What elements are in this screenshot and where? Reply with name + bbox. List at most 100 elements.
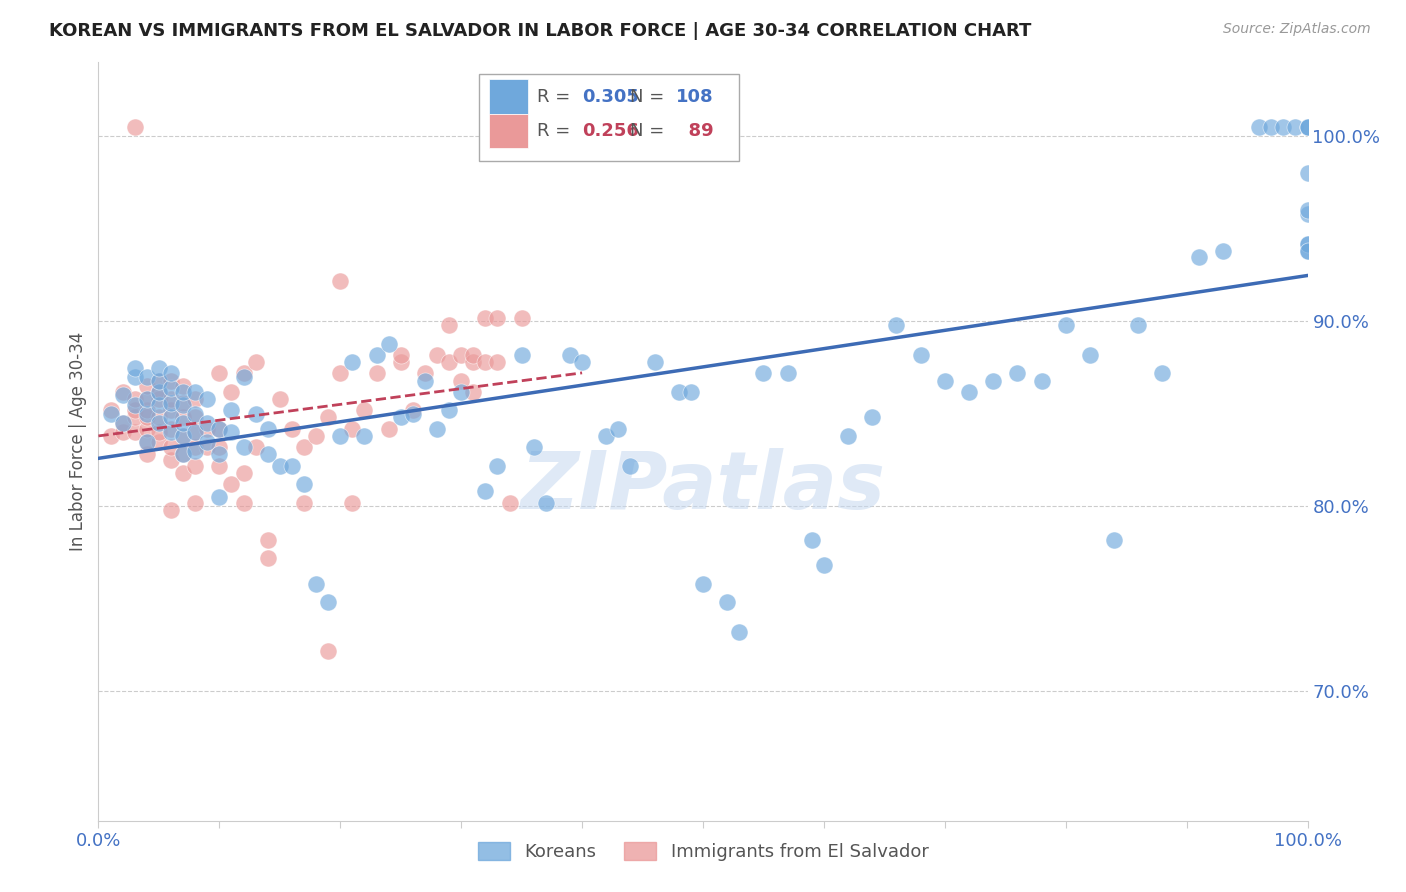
Point	[160, 403, 183, 417]
Point	[342, 495, 364, 509]
Point	[172, 429, 194, 443]
Point	[135, 434, 157, 449]
Point	[160, 453, 183, 467]
Point	[377, 421, 399, 435]
Point	[1296, 236, 1319, 251]
Point	[135, 421, 157, 435]
Point	[100, 407, 122, 421]
Point	[208, 366, 231, 380]
Point	[160, 366, 183, 380]
Point	[135, 410, 157, 425]
Point	[510, 310, 533, 325]
Point	[135, 403, 157, 417]
Point	[1078, 348, 1101, 362]
Point	[426, 348, 449, 362]
Point	[957, 384, 980, 399]
Point	[316, 643, 339, 657]
Point	[1031, 374, 1053, 388]
Point	[728, 625, 751, 640]
Point	[195, 421, 218, 435]
Point	[245, 355, 267, 369]
Y-axis label: In Labor Force | Age 30-34: In Labor Force | Age 30-34	[69, 332, 87, 551]
Point	[148, 360, 170, 375]
Point	[232, 495, 254, 509]
Point	[837, 429, 859, 443]
Point	[571, 355, 593, 369]
Point	[366, 366, 388, 380]
Point	[172, 448, 194, 462]
Point	[256, 448, 278, 462]
Point	[135, 448, 157, 462]
Point	[232, 369, 254, 384]
Point	[221, 425, 243, 440]
Point	[1296, 207, 1319, 221]
Point	[402, 403, 425, 417]
Point	[1054, 318, 1077, 332]
Point	[172, 448, 194, 462]
Text: ZIPatlas: ZIPatlas	[520, 448, 886, 526]
Point	[1007, 366, 1029, 380]
Point	[463, 384, 485, 399]
Point	[329, 366, 352, 380]
Point	[437, 318, 460, 332]
Text: 0.256: 0.256	[582, 121, 638, 140]
Point	[245, 440, 267, 454]
Point	[100, 403, 122, 417]
Point	[450, 374, 472, 388]
Point	[292, 495, 315, 509]
Point	[172, 384, 194, 399]
Point	[523, 440, 546, 454]
Point	[1296, 244, 1319, 258]
Point	[679, 384, 702, 399]
Point	[160, 392, 183, 406]
Point	[269, 458, 291, 473]
Point	[160, 440, 183, 454]
Point	[353, 403, 375, 417]
Point	[353, 429, 375, 443]
Point	[1284, 120, 1306, 135]
Text: R =: R =	[537, 121, 576, 140]
Point	[208, 421, 231, 435]
Point	[1212, 244, 1234, 258]
Point	[292, 440, 315, 454]
Point	[342, 355, 364, 369]
Point	[195, 392, 218, 406]
Point	[160, 503, 183, 517]
Point	[148, 425, 170, 440]
FancyBboxPatch shape	[489, 79, 527, 113]
Point	[644, 355, 666, 369]
Text: N =: N =	[630, 87, 671, 105]
Point	[172, 410, 194, 425]
Point	[1152, 366, 1174, 380]
Point	[221, 477, 243, 491]
Point	[124, 425, 146, 440]
Point	[281, 458, 304, 473]
Point	[208, 458, 231, 473]
Point	[148, 434, 170, 449]
Point	[256, 421, 278, 435]
Point	[558, 348, 581, 362]
Point	[111, 425, 134, 440]
Point	[316, 595, 339, 609]
Point	[221, 384, 243, 399]
Point	[135, 369, 157, 384]
Text: N =: N =	[630, 121, 671, 140]
Point	[124, 360, 146, 375]
Text: 0.305: 0.305	[582, 87, 638, 105]
Point	[389, 348, 412, 362]
Point	[184, 384, 207, 399]
Point	[1102, 533, 1125, 547]
Point	[184, 443, 207, 458]
Point	[1296, 120, 1319, 135]
Point	[172, 379, 194, 393]
Point	[184, 410, 207, 425]
Point	[256, 551, 278, 566]
Point	[269, 392, 291, 406]
Point	[135, 379, 157, 393]
Point	[148, 416, 170, 430]
Point	[232, 466, 254, 480]
Point	[1272, 120, 1295, 135]
Point	[232, 366, 254, 380]
Point	[160, 395, 183, 409]
Point	[1296, 120, 1319, 135]
